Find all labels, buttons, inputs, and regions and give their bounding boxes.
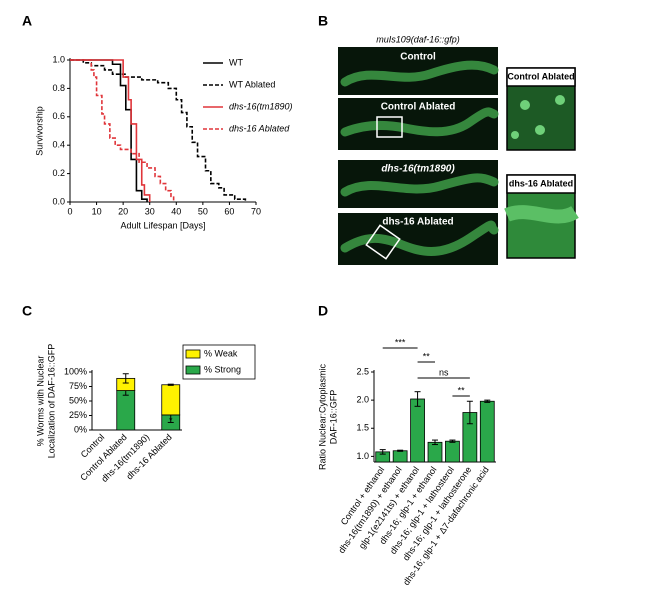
y-tick-label: 0.0 xyxy=(52,196,65,206)
error-bar xyxy=(432,439,438,446)
x-tick-label: 40 xyxy=(171,206,181,216)
bar-segment xyxy=(161,384,181,416)
legend-label: WT xyxy=(229,57,243,67)
y-tick-label: 1.5 xyxy=(356,423,369,433)
x-tick-label: 50 xyxy=(198,206,208,216)
x-tick-label: 30 xyxy=(145,206,155,216)
bar xyxy=(427,441,443,463)
bar xyxy=(445,440,460,463)
error-bar xyxy=(397,449,404,452)
y-tick-label: 0% xyxy=(74,424,87,434)
legend-label: dhs-16 Ablated xyxy=(229,123,290,133)
error-bar xyxy=(167,383,174,386)
significance-label: ns xyxy=(439,367,449,377)
legend-label: WT Ablated xyxy=(229,79,275,89)
y-tick-label: 0.8 xyxy=(52,83,65,93)
x-axis-label: Adult Lifespan [Days] xyxy=(120,220,205,230)
error-bar xyxy=(414,391,421,407)
error-bar xyxy=(466,400,473,425)
survival-curve xyxy=(70,59,151,202)
legend-label: % Strong xyxy=(204,364,241,374)
y-axis-label: Survivorship xyxy=(34,106,44,156)
panel-label: D xyxy=(318,303,328,319)
micrograph: dhs-16 Ablated xyxy=(338,213,499,265)
y-axis-label: Ratio Nuclear:Cytoplasmic xyxy=(317,363,327,470)
inset: Control Ablated xyxy=(506,67,576,151)
significance-label: ** xyxy=(423,351,431,361)
error-bar xyxy=(379,449,386,455)
micrograph: Control Ablated xyxy=(338,98,499,150)
y-tick-label: 2.5 xyxy=(356,366,369,376)
bar xyxy=(392,450,408,463)
legend-label: dhs-16(tm1890) xyxy=(229,101,293,111)
x-tick-label: 0 xyxy=(67,206,72,216)
image-label: Control Ablated xyxy=(381,102,456,113)
survival-curve xyxy=(70,59,175,202)
x-tick-label: 70 xyxy=(251,206,261,216)
image-label: Control xyxy=(400,52,436,63)
y-tick-label: 0.4 xyxy=(52,140,65,150)
y-axis-label: Localization of DAF-16::GFP xyxy=(46,344,56,459)
annotation: * xyxy=(169,415,173,425)
bar-segment xyxy=(116,390,136,431)
x-tick-label: 20 xyxy=(118,206,128,216)
legend-label: % Weak xyxy=(204,348,238,358)
strain-label: muIs109(daf-16::gfp) xyxy=(376,34,460,44)
significance-label: ** xyxy=(458,385,466,395)
error-bar xyxy=(449,439,456,443)
survival-curve xyxy=(70,59,247,202)
y-tick-label: 1.0 xyxy=(356,451,369,461)
x-tick-label: 60 xyxy=(224,206,234,216)
micrograph: Control xyxy=(338,47,499,95)
y-tick-label: 25% xyxy=(69,410,87,420)
legend-swatch xyxy=(185,349,201,359)
bar xyxy=(479,400,495,463)
y-axis-label: % Worms with Nuclear xyxy=(35,356,45,447)
inset-label: dhs-16 Ablated xyxy=(509,178,573,188)
inset-label: Control Ablated xyxy=(507,71,574,81)
y-tick-label: 0.2 xyxy=(52,168,65,178)
inset: dhs-16 Ablated xyxy=(504,174,579,259)
error-bar xyxy=(122,373,129,384)
legend-swatch xyxy=(185,365,201,375)
significance-label: *** xyxy=(395,337,406,347)
micrograph: dhs-16(tm1890) xyxy=(338,160,499,208)
y-axis-label: DAF-16::GFP xyxy=(328,390,338,445)
image-label: dhs-16(tm1890) xyxy=(381,164,455,175)
panel-label: A xyxy=(22,13,32,29)
error-bar xyxy=(484,399,491,403)
image-label: dhs-16 Ablated xyxy=(382,217,453,228)
y-tick-label: 1.0 xyxy=(52,54,65,64)
survival-curve xyxy=(70,59,148,202)
bar xyxy=(410,398,425,463)
y-tick-label: 75% xyxy=(69,381,87,391)
panel-label: C xyxy=(22,303,32,319)
y-tick-label: 2.0 xyxy=(356,395,369,405)
y-tick-label: 0.6 xyxy=(52,111,65,121)
panel-label: B xyxy=(318,13,328,29)
x-tick-label: 10 xyxy=(92,206,102,216)
y-tick-label: 100% xyxy=(64,366,87,376)
y-tick-label: 50% xyxy=(69,395,87,405)
